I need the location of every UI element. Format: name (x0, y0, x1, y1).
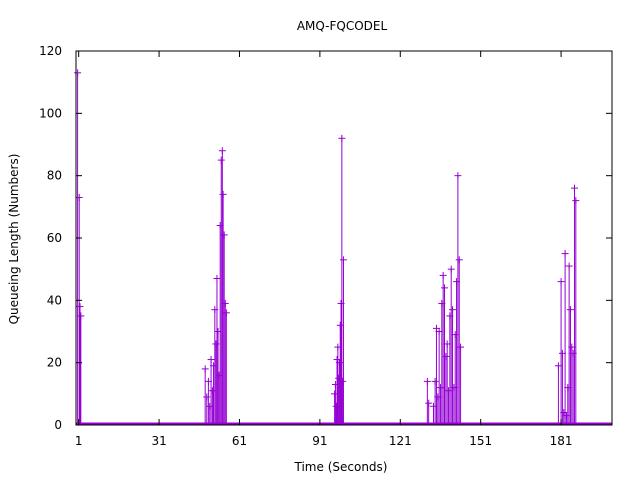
data-point (218, 147, 226, 425)
data-point (454, 172, 462, 425)
x-tick-label: 121 (389, 434, 412, 448)
data-point (455, 256, 463, 425)
y-tick-label: 120 (39, 44, 62, 58)
y-tick-label: 100 (39, 106, 62, 120)
data-point (338, 134, 346, 425)
data-point (203, 393, 211, 425)
data-point (561, 250, 569, 425)
x-tick-label: 91 (312, 434, 327, 448)
data-point (75, 193, 83, 425)
data-point (76, 303, 84, 425)
data-point (425, 399, 433, 425)
data-point (447, 265, 455, 425)
data-point (457, 343, 465, 425)
y-axis-label: Queueing Length (Numbers) (7, 154, 21, 325)
data-point (430, 402, 438, 425)
data-point (339, 377, 347, 425)
x-tick-label: 181 (550, 434, 573, 448)
axis-layer: 0 20 40 60 80 100 120 1 31 61 91 121 151 181 (39, 44, 613, 448)
y-tick-label: 60 (47, 231, 62, 245)
data-point (222, 309, 230, 425)
data-point (221, 299, 229, 425)
data-point (572, 197, 580, 425)
chart-title: AMQ-FQCODEL (297, 19, 388, 33)
data-point (219, 190, 227, 425)
x-tick-label: 31 (151, 434, 166, 448)
data-point (201, 365, 209, 425)
y-tick-label: 80 (47, 169, 62, 183)
y-tick-label: 40 (47, 293, 62, 307)
plot-border (75, 50, 613, 426)
data-point (566, 306, 574, 425)
series-layer (74, 69, 612, 426)
x-tick-label: 61 (232, 434, 247, 448)
data-point (570, 184, 578, 425)
data-point (431, 377, 439, 425)
x-axis-label: Time (Seconds) (294, 460, 388, 474)
x-tick-label: 151 (469, 434, 492, 448)
data-point (213, 275, 221, 425)
y-tick-label: 0 (54, 418, 62, 432)
data-point (339, 256, 347, 425)
data-point (336, 321, 344, 425)
data-point (449, 306, 457, 425)
data-point (423, 377, 431, 425)
data-point (77, 312, 85, 425)
data-point (439, 271, 447, 425)
data-point (220, 231, 228, 425)
data-point (217, 156, 225, 425)
y-tick-label: 20 (47, 356, 62, 370)
data-point (207, 356, 215, 425)
data-point (565, 262, 573, 425)
x-tick-label: 1 (75, 434, 83, 448)
data-point (74, 69, 82, 425)
